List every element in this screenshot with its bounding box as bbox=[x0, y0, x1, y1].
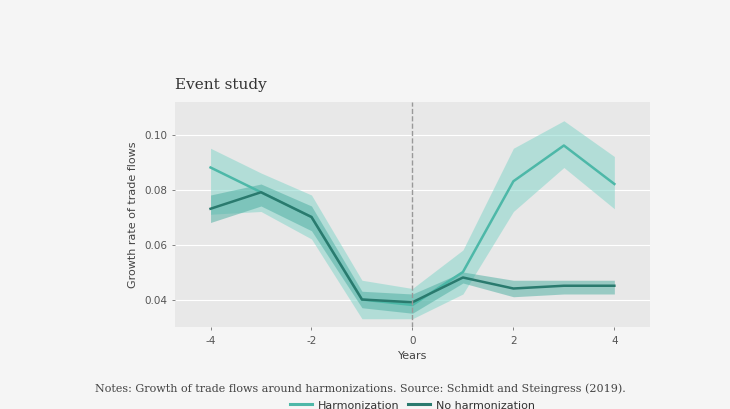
Y-axis label: Growth rate of trade flows: Growth rate of trade flows bbox=[128, 142, 138, 288]
X-axis label: Years: Years bbox=[398, 351, 427, 360]
Text: Notes: Growth of trade flows around harmonizations. Source: Schmidt and Steingre: Notes: Growth of trade flows around harm… bbox=[95, 382, 626, 393]
Text: Event study: Event study bbox=[175, 78, 267, 92]
Legend: Harmonization, No harmonization: Harmonization, No harmonization bbox=[285, 396, 539, 409]
